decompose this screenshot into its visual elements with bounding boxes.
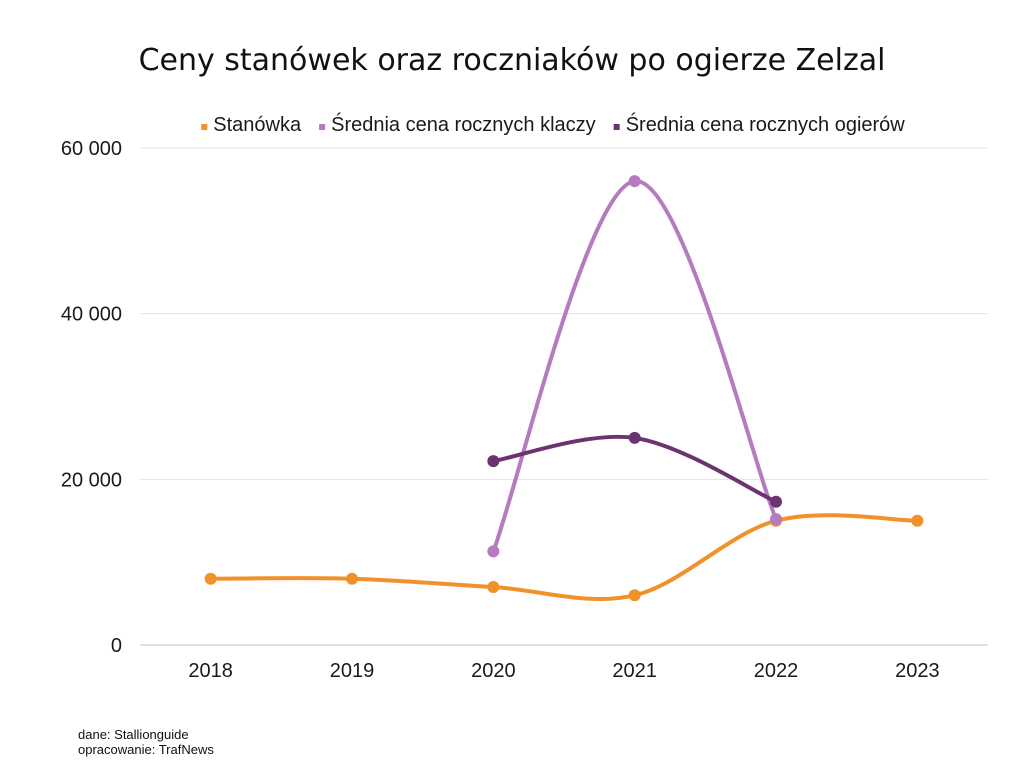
y-tick-label: 20 000: [61, 469, 122, 491]
data-point: [487, 581, 500, 594]
x-tick-label: 2019: [330, 660, 375, 682]
data-point: [911, 514, 924, 527]
legend-item: Średnia cena rocznych ogierów: [613, 112, 906, 136]
series-2: [487, 175, 782, 558]
data-point: [204, 572, 217, 585]
x-tick-label: 2022: [754, 660, 799, 682]
data-point: [628, 175, 641, 188]
data-point: [770, 495, 782, 508]
series-group: [204, 175, 924, 602]
data-point: [770, 513, 782, 526]
x-tick-label: 2018: [188, 660, 233, 682]
chart-title: Ceny stanówek oraz roczniaków po ogierze…: [139, 43, 886, 78]
legend-swatch: [201, 124, 208, 130]
data-point: [346, 572, 358, 585]
legend-swatch: [613, 124, 620, 130]
data-point: [487, 455, 500, 468]
legend-item: Średnia cena rocznych klaczy: [319, 112, 596, 136]
series-line: [491, 434, 778, 504]
legend-label: Stanówka: [213, 114, 302, 136]
series-line: [491, 179, 778, 554]
legend: Stanówka Średnia cena rocznych klaczy Śred…: [201, 112, 905, 136]
data-point: [628, 589, 641, 602]
series-1: [204, 513, 924, 602]
source-note: dane: Stallionguide opracowanie: TrafNew…: [78, 727, 214, 757]
x-axis-ticks: 2018 2019 2020 2021 2022 2023: [188, 660, 939, 682]
x-tick-label: 2021: [612, 660, 657, 682]
series-line: [208, 513, 920, 602]
legend-label: Średnia cena rocznych ogierów: [626, 112, 906, 136]
y-tick-label: 0: [111, 635, 122, 657]
legend-label: Średnia cena rocznych klaczy: [331, 112, 596, 136]
legend-swatch: [319, 124, 326, 130]
data-point: [487, 545, 500, 558]
y-tick-label: 60 000: [61, 138, 122, 160]
y-axis-ticks: 0 20 000 40 000 60 000: [61, 138, 122, 657]
series-3: [487, 431, 782, 508]
x-tick-label: 2023: [895, 660, 940, 682]
x-tick-label: 2020: [471, 660, 516, 682]
y-tick-label: 40 000: [61, 304, 122, 326]
source-author-line: opracowanie: TrafNews: [78, 742, 214, 757]
legend-item: Stanówka: [201, 114, 302, 136]
source-data-line: dane: Stallionguide: [78, 727, 189, 742]
data-point: [628, 431, 641, 444]
